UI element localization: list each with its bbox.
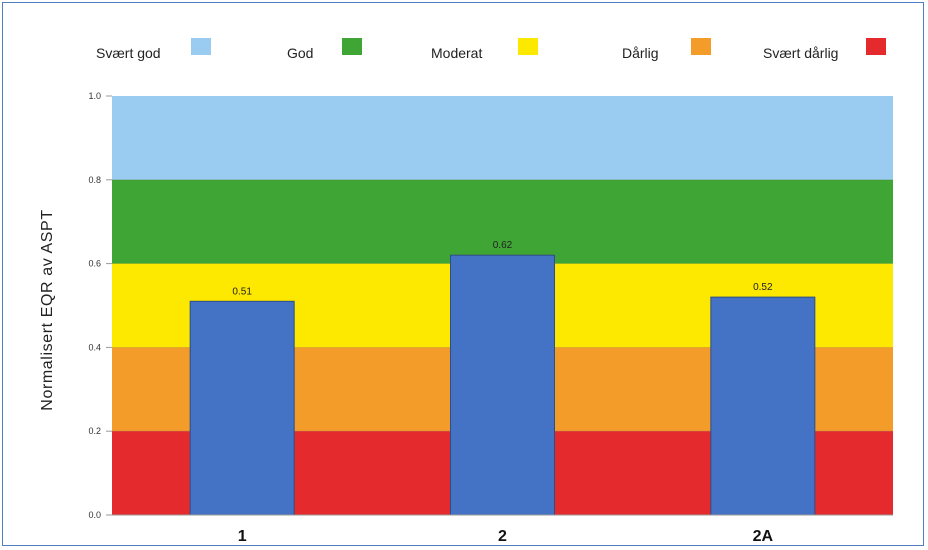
bar-1	[189, 300, 295, 516]
legend-label-1: God	[287, 45, 313, 61]
legend-swatch-1	[342, 38, 362, 55]
data-label-2: 0.62	[493, 240, 513, 251]
bar-2A	[710, 296, 816, 516]
data-label-2A: 0.52	[753, 282, 773, 293]
bar-2	[450, 254, 555, 516]
y-tick-label-1: 0.2	[88, 426, 101, 436]
y-tick-label-0: 0.0	[88, 510, 101, 520]
x-tick-label-1: 1	[238, 528, 247, 545]
x-tick-label-2: 2	[498, 528, 507, 545]
legend-label-4: Svært dårlig	[763, 45, 838, 61]
y-tick-label-3: 0.6	[88, 259, 101, 269]
legend-label-0: Svært god	[96, 45, 161, 61]
legend-swatch-0	[191, 38, 211, 55]
band-0	[112, 96, 893, 180]
band-1	[112, 179, 893, 264]
y-tick-label-5: 1.0	[88, 91, 101, 101]
legend-swatch-2	[518, 38, 538, 55]
legend-swatch-4	[866, 38, 886, 55]
bars: 0.51 1 0.62 2 0.52 2A	[189, 240, 816, 545]
legend-label-3: Dårlig	[622, 45, 659, 61]
y-tick-label-4: 0.8	[88, 175, 101, 185]
y-tick-label-2: 0.4	[88, 342, 101, 352]
legend-label-2: Moderat	[431, 45, 482, 61]
legend-swatch-3	[691, 38, 711, 55]
data-label-1: 0.51	[232, 286, 252, 297]
legend: Svært god God Moderat Dårlig Svært dårlig	[96, 38, 886, 61]
x-tick-label-2A: 2A	[753, 528, 774, 545]
axes: 0.0 0.2 0.4 0.6 0.8 1.0	[88, 91, 893, 520]
y-axis-label: Normalisert EQR av ASPT	[39, 209, 56, 410]
